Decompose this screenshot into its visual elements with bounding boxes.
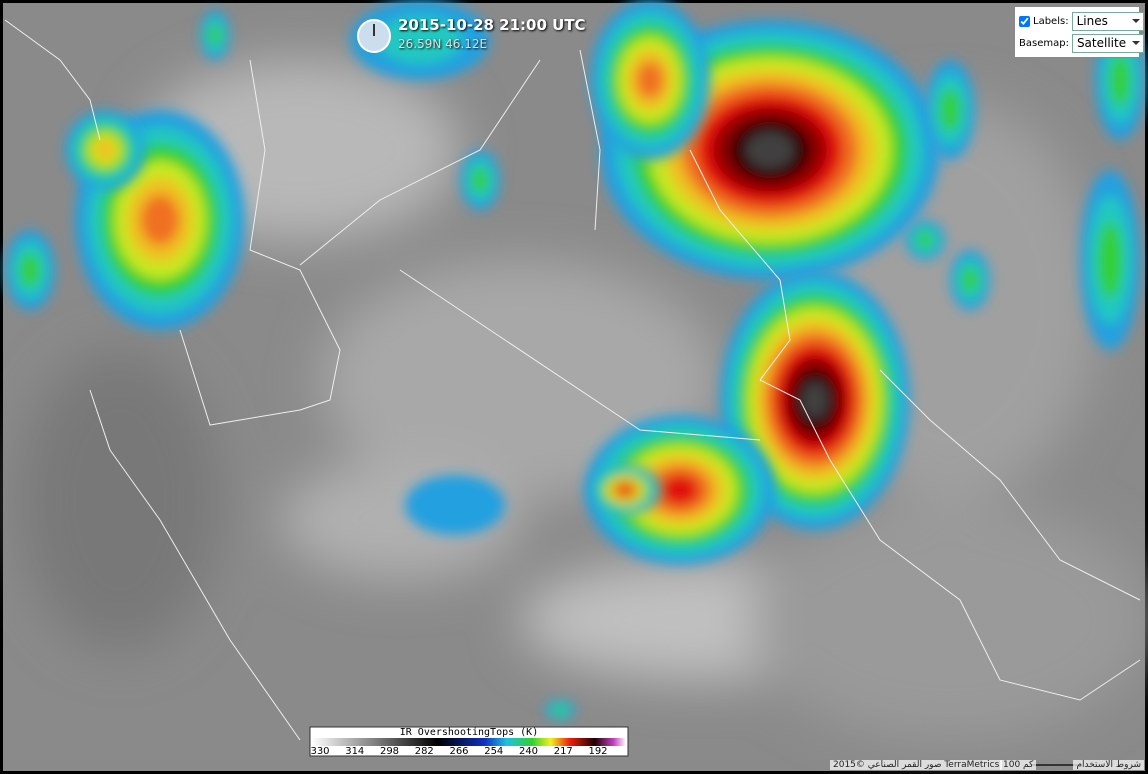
colorbar-tick-label: 240 [519,746,538,757]
storm-level [961,267,979,293]
storm-level [378,16,462,64]
cloud [750,500,1148,740]
storm-level [1097,221,1123,299]
storm-level [19,252,41,288]
storm [590,0,710,160]
storm [600,20,940,280]
storm [590,465,660,515]
colorbar-tick-label: 254 [484,746,503,757]
basemap-select[interactable]: Satellite [1071,34,1144,53]
colorbar [312,738,626,746]
scale-label: 100 كم [1000,760,1037,770]
storm [925,60,975,160]
storm-level [636,61,664,99]
timestamp: 2015-10-28 21:00 UTC [398,16,586,34]
basemap-label: Basemap: [1019,38,1069,49]
storm [5,230,55,310]
storm-level [745,131,795,169]
storm-level [916,231,934,249]
storm-level [471,167,489,193]
labels-label: Labels: [1033,16,1069,27]
coordinates: 26.59N 46.12E [398,37,488,51]
storm-level [94,139,116,161]
storm [350,0,490,80]
storm-level [801,381,829,419]
borders [4,19,1141,741]
storm [585,415,775,565]
storm-level [208,24,222,46]
storm [545,700,575,720]
colorbar-tick-label: 314 [345,746,364,757]
colorbar-tick-label: 330 [310,746,329,757]
terms-link[interactable]: شروط الاستخدام [1073,760,1144,770]
colorbar-tick-label: 282 [415,746,434,757]
storm [950,250,990,310]
storm [405,475,505,535]
colorbar-tick-label: 217 [554,746,573,757]
storm-level [939,88,961,132]
labels-select[interactable]: Lines [1071,12,1144,31]
labels-checkbox[interactable] [1019,16,1030,27]
storm-cells [5,0,1145,720]
storm-level [618,485,632,495]
storm [1080,170,1140,350]
colorbar-tick-label: 298 [380,746,399,757]
colorbar-tick-label: 192 [588,746,607,757]
colorbar-tick-label: 266 [449,746,468,757]
storm [65,110,145,190]
cloud [20,350,220,650]
colorbar-title: IR OvershootingTops (K) [400,727,538,738]
storm-level [140,194,180,246]
storm-level [405,475,505,535]
layer-controls: Labels: Lines Basemap: Satellite [1014,6,1144,58]
storm [460,150,500,210]
storm-level [661,475,699,505]
storm [905,220,945,260]
storm-level [553,705,567,715]
storm-level [1109,54,1131,106]
storm [200,10,230,60]
storm [720,270,910,530]
credit: 2015© صور القمر الصناعي TerraMetrics [830,760,1003,770]
